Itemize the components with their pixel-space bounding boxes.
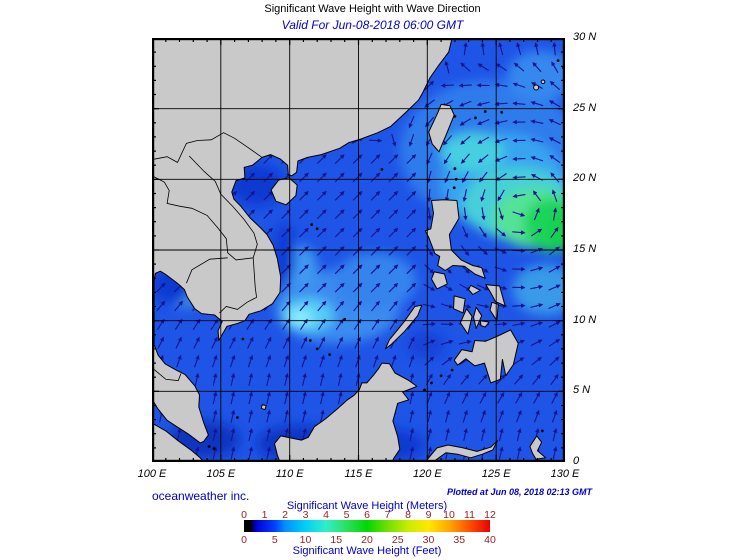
meters-tick: 6 [364, 509, 370, 521]
colorbar-title-meters: Significant Wave Height (Meters) [286, 500, 448, 512]
meters-tick: 12 [484, 509, 496, 521]
meters-tick: 11 [464, 509, 475, 521]
lon-tick-label: 115 E [344, 468, 373, 480]
meters-tick: 1 [261, 509, 268, 521]
lon-tick-label: 120 E [412, 468, 442, 480]
lon-tick-label: 130 E [550, 468, 580, 480]
lat-tick-label: 10 N [573, 313, 597, 326]
lon-tick-label: 105 E [206, 468, 236, 480]
meters-tick: 10 [443, 509, 455, 521]
feet-tick: 5 [271, 534, 278, 546]
lon-tick-label: 110 E [275, 468, 304, 480]
meters-tick: 5 [343, 509, 350, 521]
wave-map-canvas [152, 38, 565, 462]
meters-tick: 9 [425, 509, 432, 521]
feet-tick: 40 [484, 534, 496, 546]
lat-tick-label: 25 N [573, 101, 597, 114]
page-title: Significant Wave Height with Wave Direct… [264, 3, 481, 15]
meters-tick: 3 [302, 509, 309, 521]
feet-tick: 25 [391, 534, 404, 546]
colorbar-gradient [244, 520, 490, 532]
lat-tick-label: 20 N [573, 172, 597, 185]
valid-time-subtitle: Valid For Jun-08-2018 06:00 GMT [281, 18, 464, 32]
feet-tick: 30 [422, 534, 435, 546]
colorbar-title-feet: Significant Wave Height (Feet) [292, 545, 442, 557]
meters-tick: 4 [323, 509, 329, 521]
lon-tick-label: 100 E [137, 468, 167, 480]
feet-tick: 10 [299, 534, 312, 546]
feet-tick: 15 [330, 534, 343, 546]
meters-tick: 2 [282, 509, 288, 521]
feet-tick: 35 [453, 534, 466, 546]
lat-tick-label: 15 N [573, 243, 597, 255]
meters-tick: 7 [384, 509, 391, 521]
meters-tick: 8 [405, 509, 411, 521]
lon-tick-label: 125 E [481, 468, 511, 480]
plotted-timestamp: Plotted at Jun 08, 2018 02:13 GMT [446, 487, 592, 497]
meters-tick: 0 [241, 509, 247, 521]
map-area [152, 38, 565, 462]
lat-tick-label: 5 N [573, 384, 591, 397]
feet-tick: 20 [361, 534, 373, 546]
lat-tick-label: 30 N [573, 31, 597, 43]
credit-text: oceanweather inc. [152, 489, 250, 503]
feet-tick: 0 [241, 534, 247, 546]
lat-tick-label: 0 [573, 455, 580, 467]
